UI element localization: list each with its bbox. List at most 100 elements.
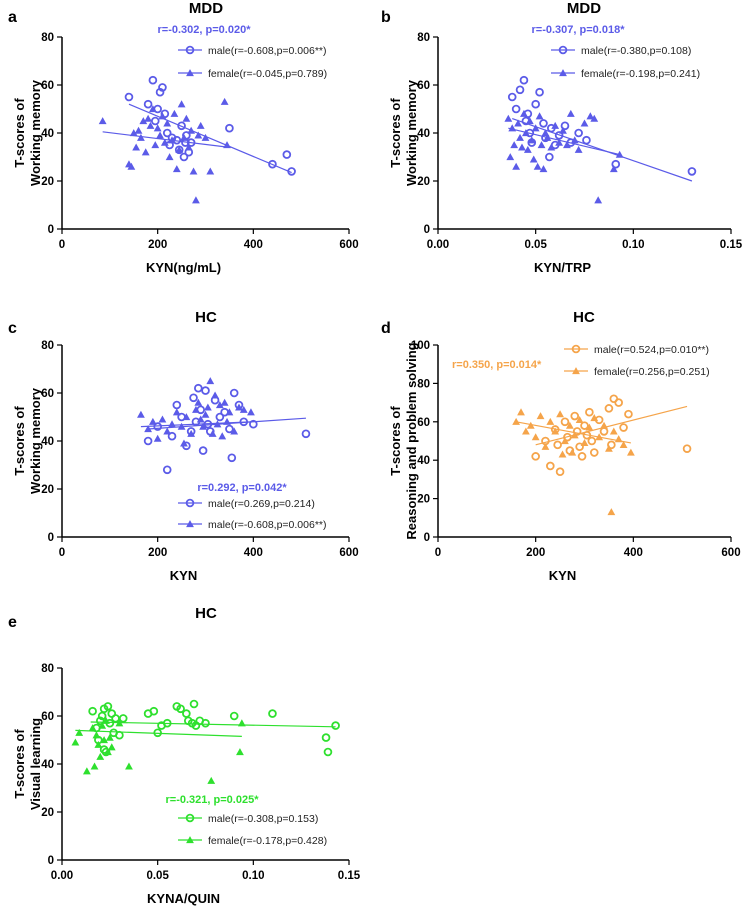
y-tick-label: 0: [48, 855, 54, 867]
data-point: [555, 467, 565, 477]
correlation-annotation: r=-0.321, p=0.025*: [166, 794, 260, 806]
data-point: [590, 414, 599, 422]
data-point: [624, 409, 633, 419]
data-point: [225, 123, 234, 133]
data-point: [206, 377, 215, 385]
data-point: [301, 429, 311, 439]
data-point: [153, 434, 162, 442]
panel-a: a MDD 0 200 400 600 0 20 40 60 80 KYN(ng/mL) T-sco…: [8, 0, 359, 275]
data-point: [102, 716, 110, 724]
data-point: [512, 417, 521, 425]
panel-letter: a: [8, 9, 17, 26]
data-point: [580, 119, 589, 127]
data-point: [144, 114, 152, 122]
y-tick-label: 80: [417, 32, 430, 44]
data-point: [535, 112, 544, 120]
data-point: [118, 714, 128, 723]
data-point: [225, 408, 234, 416]
series-male: [143, 383, 311, 475]
panel-letter: c: [8, 320, 17, 337]
fit-line: [140, 421, 251, 428]
data-point: [103, 702, 113, 711]
fit-line: [102, 131, 230, 148]
legend-marker: [186, 69, 194, 77]
legend-marker: [185, 45, 195, 55]
data-point: [227, 453, 237, 463]
data-point: [237, 719, 246, 727]
data-point: [605, 444, 613, 452]
data-point: [143, 436, 153, 446]
data-point: [609, 165, 618, 173]
data-point: [682, 444, 692, 453]
data-point: [523, 145, 532, 153]
y-tick-label: 40: [41, 436, 54, 448]
chart-title: HC: [573, 309, 595, 326]
data-point: [215, 401, 224, 409]
x-tick-label: 0.05: [146, 870, 169, 882]
data-point: [514, 119, 522, 127]
data-point: [609, 427, 618, 435]
x-tick-label: 400: [244, 547, 263, 559]
data-point: [124, 92, 134, 102]
y-axis-label: Working memory: [28, 79, 43, 186]
data-point: [560, 121, 570, 131]
data-point: [207, 776, 216, 784]
data-point: [236, 748, 244, 756]
data-point: [570, 136, 579, 144]
data-point: [568, 448, 577, 456]
y-axis-label: T-scores of: [388, 98, 403, 168]
data-point: [146, 121, 155, 129]
data-point: [561, 437, 569, 445]
data-point: [531, 433, 540, 441]
data-point: [194, 383, 203, 393]
data-point: [158, 415, 167, 423]
data-point: [182, 709, 191, 718]
data-point: [172, 165, 181, 173]
data-point: [559, 126, 567, 134]
data-point: [107, 743, 116, 751]
data-point: [92, 731, 101, 739]
fit-line: [508, 127, 620, 156]
legend-label: male(r=-0.380,p=0.108): [581, 45, 691, 57]
data-point: [590, 114, 599, 122]
data-point: [187, 429, 196, 437]
data-point: [176, 704, 185, 714]
y-tick-label: 0: [424, 224, 430, 236]
data-point: [551, 121, 560, 129]
data-point: [163, 119, 172, 127]
data-point: [100, 736, 108, 744]
legend-marker: [558, 45, 568, 55]
y-tick-label: 20: [41, 807, 54, 819]
data-point: [184, 143, 193, 151]
data-point: [585, 423, 594, 431]
data-point: [201, 718, 210, 728]
y-tick-label: 40: [41, 128, 54, 140]
panel-c: c HC 0 200 400 600 0 20 40 60 80 KYN T-scores of Wo…: [8, 309, 359, 583]
data-point: [223, 417, 231, 425]
data-point: [177, 422, 186, 430]
data-point: [531, 452, 540, 461]
x-tick-label: 200: [148, 239, 167, 251]
y-tick-label: 40: [417, 128, 430, 140]
data-point: [75, 728, 84, 736]
data-point: [198, 446, 208, 455]
data-point: [560, 417, 570, 427]
legend-marker: [572, 367, 580, 375]
data-point: [239, 405, 248, 413]
data-point: [594, 196, 603, 204]
data-point: [201, 386, 210, 395]
data-point: [507, 92, 517, 102]
x-tick-label: 0: [59, 239, 65, 251]
x-axis-label: KYN/TRP: [534, 260, 591, 275]
data-point: [575, 442, 584, 452]
data-point: [553, 440, 562, 450]
x-axis-label: KYN: [549, 568, 576, 583]
data-point: [175, 145, 184, 153]
data-point: [158, 83, 167, 92]
series-male: [88, 699, 340, 757]
fit-line: [75, 729, 242, 737]
data-point: [163, 427, 172, 435]
data-point: [229, 711, 239, 721]
data-point: [105, 733, 114, 741]
y-tick-label: 60: [41, 388, 54, 400]
